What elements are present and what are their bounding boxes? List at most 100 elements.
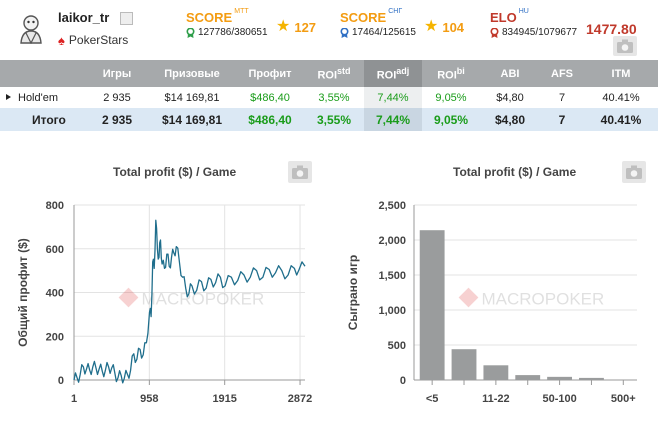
- table-total-row: Итого 2 935 $14 169,81 $486,40 3,55% 7,4…: [0, 108, 658, 131]
- poker-site: ♠ PokerStars: [58, 33, 128, 47]
- watermark: MACROPOKER: [458, 287, 604, 309]
- column-header[interactable]: ROIstd: [304, 60, 364, 87]
- elo-title: ELO HU: [490, 7, 529, 25]
- x-tick-label: 50-100: [542, 393, 576, 405]
- x-tick-label: 958: [140, 393, 158, 405]
- medal-icon: [490, 27, 499, 38]
- medal-icon: [186, 27, 195, 38]
- elo-sup: HU: [518, 7, 529, 15]
- table-cell: $486,40: [236, 108, 304, 131]
- table-cell: $4,80: [496, 91, 524, 104]
- bar: [515, 375, 541, 380]
- star-icon: ★: [424, 18, 439, 35]
- medal-icon: [340, 27, 349, 38]
- table-cell: 9,05%: [435, 91, 467, 104]
- bar: [579, 377, 604, 380]
- column-header[interactable]: ABI: [480, 60, 540, 87]
- column-header[interactable]: ROIadj: [364, 60, 422, 87]
- y-tick-label: 200: [46, 331, 64, 343]
- chart-title: Total profit ($) / Game: [453, 165, 577, 179]
- watermark-logo-icon: [458, 287, 479, 308]
- camera-icon[interactable]: [613, 36, 637, 56]
- x-tick-label: <5: [426, 393, 439, 405]
- avatar-icon[interactable]: [18, 14, 44, 44]
- y-tick-label: 1,500: [378, 270, 406, 282]
- star-icon: ★: [276, 18, 291, 35]
- x-tick-label: 500+: [611, 393, 636, 405]
- table-cell: 3,55%: [304, 108, 364, 131]
- table-cell: 3,55%: [318, 91, 350, 104]
- profit-line: [73, 219, 306, 384]
- score-mtt-title: SCORE MTT: [186, 7, 249, 25]
- table-cell: 7,44%: [364, 87, 422, 108]
- table-row[interactable]: Hold'em 2 935 $14 169,81 $486,40 3,55% 7…: [0, 87, 658, 108]
- table-cell: $14 169,81: [148, 108, 236, 131]
- x-tick-label: 2872: [288, 393, 312, 405]
- score-sng[interactable]: SCORE СНГ 17464/125615: [340, 7, 416, 38]
- column-header[interactable]: [0, 60, 86, 87]
- elo-hu[interactable]: ELO HU 834945/1079677: [490, 7, 577, 38]
- user-settings-icon[interactable]: [120, 12, 133, 25]
- chart-title: Total profit ($) / Game: [113, 165, 237, 179]
- column-header[interactable]: ROIbi: [422, 60, 480, 87]
- score-sng-sup: СНГ: [388, 7, 403, 15]
- score-mtt-sup: MTT: [234, 7, 249, 15]
- y-tick-label: 2,500: [378, 200, 406, 212]
- table-cell[interactable]: Hold'em: [0, 87, 86, 108]
- score-mtt-value: 127: [294, 19, 317, 35]
- table-cell: 40.41%: [584, 108, 658, 131]
- expand-arrow-icon[interactable]: [6, 94, 11, 100]
- profit-line-chart: 0 200 400 600 800 1 958 1915 2872 MACROPOKER Общий…: [16, 200, 312, 405]
- table-cell: 7: [558, 91, 566, 104]
- score-sng-value-box: ★ 104: [424, 19, 464, 35]
- score-mtt-rank: 127786/380651: [186, 27, 268, 38]
- column-header[interactable]: Игры: [86, 60, 148, 87]
- y-tick-label: 0: [400, 375, 406, 387]
- table-cell: Итого: [0, 108, 86, 131]
- camera-icon[interactable]: [622, 161, 646, 183]
- y-tick-label: 400: [46, 288, 64, 300]
- elo-value: 1477.80: [586, 21, 637, 37]
- watermark-text: MACROPOKER: [142, 290, 265, 309]
- poker-site-label: PokerStars: [68, 33, 129, 47]
- score-sng-rank: 17464/125615: [340, 27, 416, 38]
- bar: [451, 349, 477, 380]
- bar: [547, 376, 573, 380]
- y-tick-label: 0: [58, 375, 64, 387]
- y-tick-label: 800: [46, 200, 64, 212]
- y-tick-label: 500: [388, 340, 406, 352]
- stats-table: Игры Призовые Профит ROIstd ROIadj ROIbi…: [0, 60, 658, 131]
- y-axis-label: Общий профит ($): [16, 238, 30, 347]
- username[interactable]: laikor_tr: [58, 10, 110, 25]
- score-sng-title: SCORE СНГ: [340, 7, 403, 25]
- table-cell: $4,80: [480, 108, 540, 131]
- table-cell: 2 935: [103, 91, 131, 104]
- column-header[interactable]: AFS: [540, 60, 584, 87]
- score-sng-value: 104: [442, 19, 465, 35]
- table-cell: 9,05%: [422, 108, 480, 131]
- y-tick-label: 2,000: [378, 235, 406, 247]
- elo-rank: 834945/1079677: [490, 27, 577, 38]
- bar: [419, 230, 445, 380]
- score-mtt-value-box: ★ 127: [276, 19, 316, 35]
- table-header-row: Игры Призовые Профит ROIstd ROIadj ROIbi…: [0, 60, 658, 87]
- table-cell: $14 169,81: [164, 91, 220, 104]
- camera-icon[interactable]: [288, 161, 312, 183]
- profile-header: laikor_tr ♠ PokerStars SCORE MTT 127786/3…: [0, 0, 658, 58]
- column-header[interactable]: Призовые: [148, 60, 236, 87]
- column-header[interactable]: ITM: [584, 60, 658, 87]
- score-mtt[interactable]: SCORE MTT 127786/380651: [186, 7, 268, 38]
- table-cell: $486,40: [250, 91, 290, 104]
- watermark: MACROPOKER: [118, 287, 265, 309]
- column-header[interactable]: Профит: [236, 60, 304, 87]
- watermark-logo-icon: [118, 287, 139, 308]
- table-cell: 40.41%: [602, 91, 640, 104]
- x-tick-label: 11-22: [482, 393, 510, 405]
- y-tick-label: 600: [46, 244, 64, 256]
- bar: [483, 365, 509, 380]
- games-bar-chart: 0 500 1,000 1,500 2,000 2,500 MACROPOKER Сыгран…: [346, 200, 637, 405]
- spade-icon: ♠: [58, 32, 65, 48]
- x-tick-label: 1915: [212, 393, 236, 405]
- x-tick-label: 1: [71, 393, 77, 405]
- table-cell: 7,44%: [364, 108, 422, 131]
